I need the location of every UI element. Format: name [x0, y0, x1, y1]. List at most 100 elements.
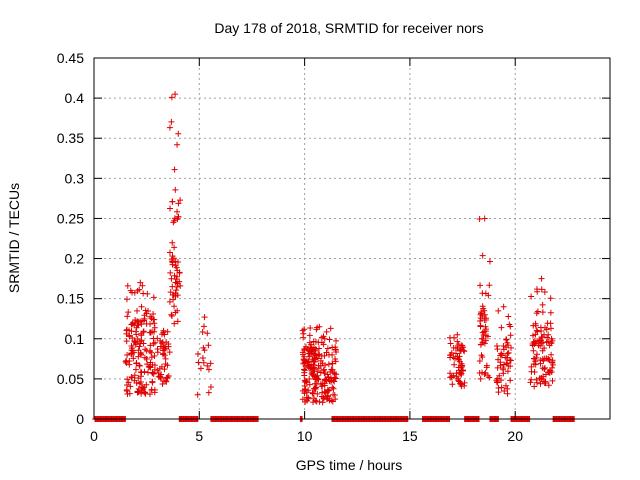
data-point	[329, 366, 336, 373]
data-point	[505, 313, 512, 320]
data-point	[503, 360, 510, 367]
data-point	[171, 217, 178, 224]
data-point	[327, 325, 334, 332]
data-point	[201, 314, 208, 321]
data-point	[307, 325, 314, 332]
data-point	[174, 283, 181, 290]
data-point	[455, 377, 462, 384]
data-point	[530, 322, 537, 329]
data-point	[124, 313, 131, 320]
y-tick-label: 0.2	[65, 251, 85, 267]
data-point	[170, 292, 177, 299]
data-point	[504, 385, 511, 392]
data-point	[320, 333, 327, 340]
data-point	[124, 282, 131, 289]
data-point	[166, 298, 173, 305]
data-point	[127, 383, 134, 390]
data-point	[317, 369, 324, 376]
data-point	[205, 389, 212, 396]
data-point	[319, 360, 326, 367]
data-point	[545, 338, 552, 345]
data-point	[132, 341, 139, 348]
data-point	[454, 344, 461, 351]
data-point	[154, 335, 161, 342]
data-point	[451, 361, 458, 368]
data-point	[507, 357, 514, 364]
x-tick-label: 15	[402, 428, 418, 444]
data-point	[128, 373, 135, 380]
data-point	[458, 362, 465, 369]
y-tick-label: 0.3	[65, 170, 85, 186]
data-point	[149, 378, 156, 385]
data-point	[200, 344, 207, 351]
data-point	[299, 327, 306, 334]
data-point	[541, 289, 548, 296]
data-point	[199, 354, 206, 361]
data-point	[316, 345, 323, 352]
data-point	[143, 381, 150, 388]
data-point	[493, 378, 500, 385]
data-point	[548, 340, 555, 347]
data-point	[545, 331, 552, 338]
data-point	[455, 355, 462, 362]
data-point	[503, 336, 510, 343]
data-point	[507, 323, 514, 330]
data-point	[166, 124, 173, 131]
data-point	[166, 349, 173, 356]
data-point	[130, 355, 137, 362]
data-point	[541, 345, 548, 352]
data-point	[447, 340, 454, 347]
data-point	[305, 362, 312, 369]
data-point	[318, 393, 325, 400]
data-point	[500, 346, 507, 353]
data-point	[330, 391, 337, 398]
data-point	[534, 328, 541, 335]
data-point	[482, 317, 489, 324]
data-point	[302, 399, 309, 406]
data-point	[507, 332, 514, 339]
data-point	[174, 318, 181, 325]
data-point	[545, 382, 552, 389]
data-point	[332, 347, 339, 354]
data-point	[148, 354, 155, 361]
data-point	[143, 310, 150, 317]
data-point	[530, 347, 537, 354]
data-point	[207, 360, 214, 367]
data-point	[170, 296, 177, 303]
data-point	[479, 252, 486, 259]
data-point	[162, 361, 169, 368]
data-point	[527, 379, 534, 386]
data-point	[448, 373, 455, 380]
data-point	[174, 258, 181, 265]
data-point	[128, 321, 135, 328]
data-point	[158, 363, 165, 370]
data-point	[150, 310, 157, 317]
data-point	[326, 336, 333, 343]
data-point	[330, 385, 337, 392]
data-point	[318, 353, 325, 360]
data-point	[477, 375, 484, 382]
data-point	[199, 328, 206, 335]
data-point	[319, 383, 326, 390]
data-point	[301, 347, 308, 354]
data-point	[123, 296, 130, 303]
data-point	[200, 359, 207, 366]
data-point	[481, 340, 488, 347]
x-axis-label: GPS time / hours	[296, 457, 403, 473]
data-point	[481, 307, 488, 314]
data-point	[310, 365, 317, 372]
data-point	[314, 355, 321, 362]
data-point	[456, 358, 463, 365]
data-point	[177, 197, 184, 204]
data-point	[539, 334, 546, 341]
data-point	[172, 186, 179, 193]
x-tick-label: 20	[507, 428, 523, 444]
data-point	[128, 351, 135, 358]
data-point	[142, 346, 149, 353]
data-point	[544, 356, 551, 363]
data-point	[319, 399, 326, 406]
data-point	[537, 380, 544, 387]
data-point	[125, 309, 132, 316]
data-point	[481, 371, 488, 378]
data-point	[541, 324, 548, 331]
